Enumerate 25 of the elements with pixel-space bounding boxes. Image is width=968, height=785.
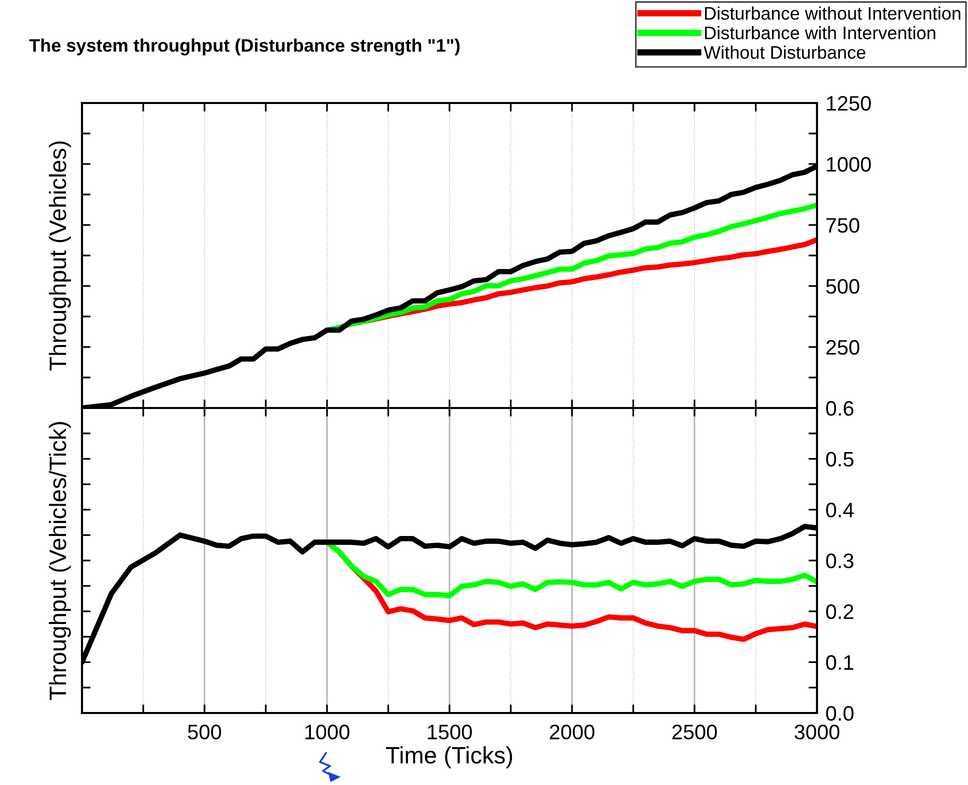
x-axis-title: Time (Ticks) bbox=[386, 746, 512, 768]
y-axis-title: Throughput (Vehicles) bbox=[48, 141, 71, 370]
y-tick-label: 0.4 bbox=[826, 502, 854, 518]
legend-label: Disturbance without Intervention bbox=[705, 6, 960, 20]
y-tick-label: 250 bbox=[826, 340, 860, 355]
y-tick-label: 750 bbox=[826, 218, 860, 233]
legend-label: Without Disturbance bbox=[704, 46, 866, 59]
chart-title: The system throughput (Disturbance strength "1") bbox=[29, 38, 460, 56]
y-tick-label: 1250 bbox=[826, 96, 871, 111]
y-axis-title: Throughput (Vehicles/Tick) bbox=[48, 422, 71, 700]
y-tick-label: 0.5 bbox=[826, 452, 854, 467]
y-tick-label: 0.6 bbox=[826, 401, 854, 416]
y-tick-label: 1000 bbox=[826, 157, 871, 172]
x-tick-label: 2000 bbox=[550, 724, 594, 740]
x-tick-label: 1500 bbox=[428, 724, 472, 740]
y-tick-label: 0.0 bbox=[826, 706, 854, 721]
x-tick-label: 3000 bbox=[794, 724, 840, 740]
x-tick-label: 1000 bbox=[305, 724, 350, 740]
y-tick-label: 0.1 bbox=[826, 655, 854, 670]
y-tick-label: 0.2 bbox=[826, 604, 854, 620]
y-tick-label: 0.3 bbox=[826, 554, 854, 568]
x-tick-label: 2500 bbox=[672, 724, 717, 740]
x-tick-label: 500 bbox=[188, 724, 222, 740]
y-tick-label: 500 bbox=[826, 279, 860, 294]
legend-label: Disturbance with Intervention bbox=[705, 26, 936, 40]
